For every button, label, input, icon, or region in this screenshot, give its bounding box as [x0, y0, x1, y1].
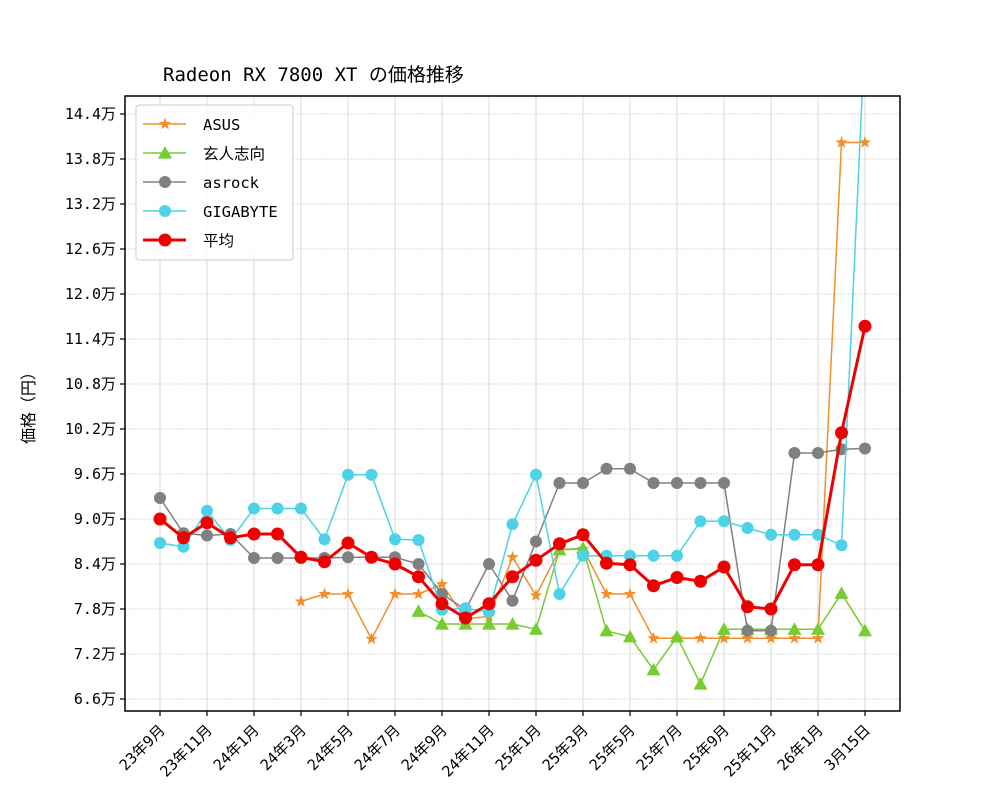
- x-tick-label: 26年1月: [774, 721, 827, 774]
- y-tick-label: 14.4万: [65, 105, 116, 123]
- y-tick-label: 9.0万: [74, 510, 116, 528]
- y-tick-label: 8.4万: [74, 555, 116, 573]
- x-tick-label: 25年3月: [539, 721, 592, 774]
- x-axis: 23年9月23年11月24年1月24年3月24年5月24年7月24年9月24年1…: [116, 711, 874, 781]
- x-tick-label: 25年5月: [586, 721, 639, 774]
- y-axis-label: 価格（円）: [19, 364, 38, 444]
- x-tick-label: 24年7月: [351, 721, 404, 774]
- x-tick-label: 24年1月: [210, 721, 263, 774]
- y-tick-label: 13.8万: [65, 150, 116, 168]
- y-tick-label: 7.2万: [74, 645, 116, 663]
- series-lines: [153, 96, 872, 690]
- y-tick-label: 13.2万: [65, 195, 116, 213]
- y-tick-label: 12.0万: [65, 285, 116, 303]
- legend-item: 平均: [143, 232, 234, 250]
- y-axis: 6.6万 7.2万 7.8万 8.4万 9.0万 9.6万 10.2万 10.8万 11.4万 1…: [65, 105, 125, 708]
- legend-item: ASUS: [143, 116, 240, 134]
- x-tick-label: 23年11月: [156, 721, 215, 780]
- y-tick-label: 9.6万: [74, 465, 116, 483]
- y-tick-label: 6.6万: [74, 690, 116, 708]
- legend: ASUS 玄人志向 asrock GIGABYTE 平均: [135, 104, 294, 261]
- x-tick-label: 24年11月: [438, 721, 497, 780]
- legend-label: GIGABYTE: [203, 203, 278, 221]
- y-tick-label: 11.4万: [65, 330, 116, 348]
- legend-item: GIGABYTE: [143, 203, 278, 221]
- y-tick-label: 10.2万: [65, 420, 116, 438]
- legend-item: asrock: [143, 174, 260, 192]
- y-tick-label: 7.8万: [74, 600, 116, 618]
- x-tick-label: 25年1月: [492, 721, 545, 774]
- legend-label: 平均: [203, 232, 234, 250]
- x-tick-label: 24年3月: [257, 721, 310, 774]
- chart-title: Radeon RX 7800 XT の価格推移: [163, 64, 464, 86]
- legend-label: asrock: [203, 174, 260, 192]
- x-tick-label: 3月15日: [821, 721, 874, 774]
- y-tick-label: 12.6万: [65, 240, 116, 258]
- plot-frame: [124, 95, 901, 712]
- x-tick-label: 25年7月: [633, 721, 686, 774]
- legend-item: 玄人志向: [143, 145, 265, 163]
- legend-label: 玄人志向: [203, 145, 265, 163]
- x-tick-label: 25年11月: [720, 721, 779, 780]
- y-tick-label: 10.8万: [65, 375, 116, 393]
- legend-label: ASUS: [203, 116, 240, 134]
- x-tick-label: 24年5月: [304, 721, 357, 774]
- series-平均: [153, 319, 872, 625]
